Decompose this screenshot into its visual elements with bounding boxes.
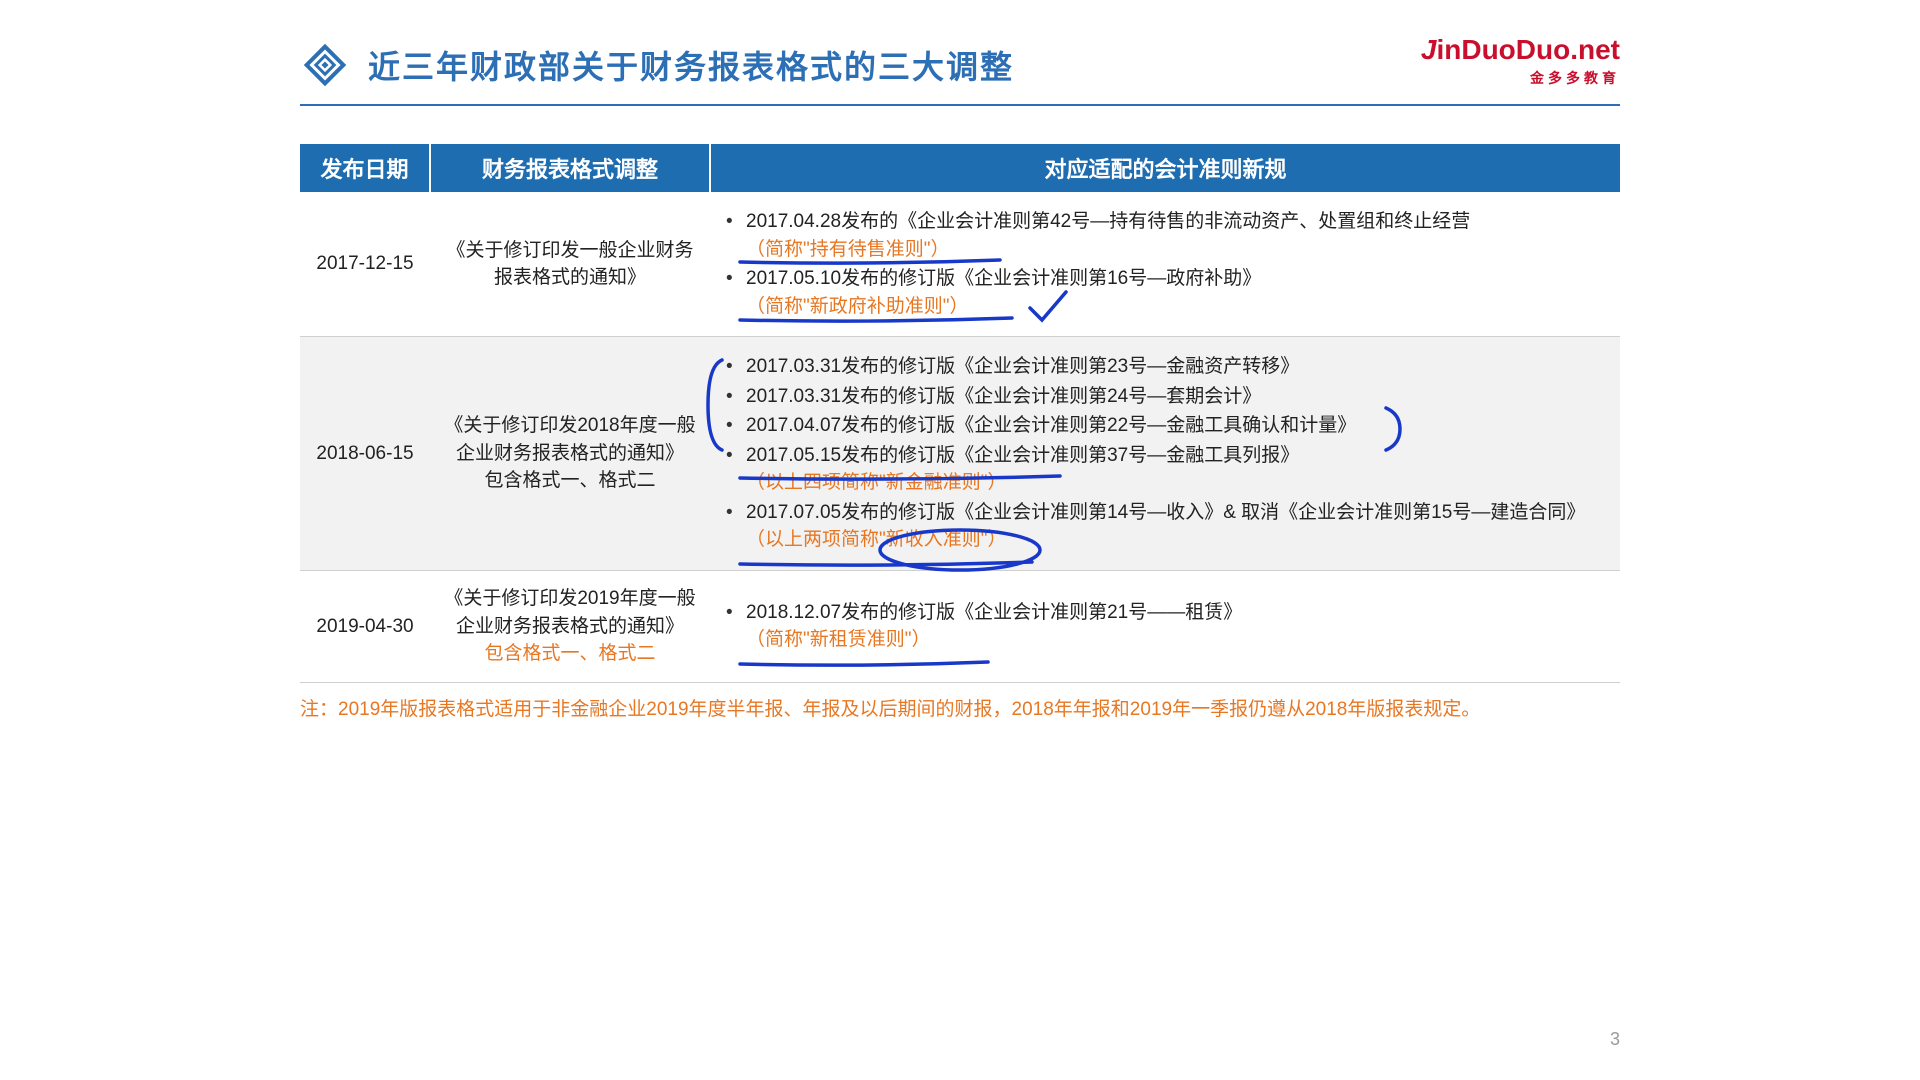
- table-header-row: 发布日期 财务报表格式调整 对应适配的会计准则新规: [300, 144, 1620, 192]
- footnote: 注：2019年版报表格式适用于非金融企业2019年度半年报、年报及以后期间的财报…: [300, 697, 1620, 724]
- diamond-icon: [300, 40, 350, 90]
- cell-rules: 2017.04.28发布的《企业会计准则第42号—持有待售的非流动资产、处置组和…: [710, 192, 1620, 337]
- brand-logo: JinDuoDuo.net 金多多教育: [1421, 34, 1620, 88]
- cell-date: 2017-12-15: [300, 192, 430, 337]
- table-row: 2018-06-15《关于修订印发2018年度一般企业财务报表格式的通知》包含格…: [300, 337, 1620, 571]
- logo-j: J: [1421, 34, 1437, 65]
- th-adjust: 财务报表格式调整: [430, 144, 710, 192]
- table-row: 2017-12-15《关于修订印发一般企业财务报表格式的通知》2017.04.2…: [300, 192, 1620, 337]
- logo-rest: inDuoDuo.net: [1436, 34, 1620, 65]
- page-title: 近三年财政部关于财务报表格式的三大调整: [368, 42, 1014, 88]
- th-rules: 对应适配的会计准则新规: [710, 144, 1620, 192]
- cell-adjust: 《关于修订印发2018年度一般企业财务报表格式的通知》包含格式一、格式二: [430, 337, 710, 571]
- page-number: 3: [1610, 1029, 1620, 1050]
- cell-date: 2018-06-15: [300, 337, 430, 571]
- cell-adjust: 《关于修订印发2019年度一般企业财务报表格式的通知》包含格式一、格式二: [430, 571, 710, 683]
- cell-rules: 2018.12.07发布的修订版《企业会计准则第21号——租赁》（简称"新租赁准…: [710, 571, 1620, 683]
- slide: 近三年财政部关于财务报表格式的三大调整 JinDuoDuo.net 金多多教育 …: [240, 0, 1680, 1080]
- th-date: 发布日期: [300, 144, 430, 192]
- logo-sub: 金多多教育: [1421, 68, 1620, 88]
- table-row: 2019-04-30《关于修订印发2019年度一般企业财务报表格式的通知》包含格…: [300, 571, 1620, 683]
- cell-date: 2019-04-30: [300, 571, 430, 683]
- main-table: 发布日期 财务报表格式调整 对应适配的会计准则新规 2017-12-15《关于修…: [300, 144, 1620, 683]
- cell-adjust: 《关于修订印发一般企业财务报表格式的通知》: [430, 192, 710, 337]
- cell-rules: 2017.03.31发布的修订版《企业会计准则第23号—金融资产转移》2017.…: [710, 337, 1620, 571]
- slide-header: 近三年财政部关于财务报表格式的三大调整 JinDuoDuo.net 金多多教育: [300, 40, 1620, 106]
- logo-main: JinDuoDuo.net: [1421, 34, 1620, 66]
